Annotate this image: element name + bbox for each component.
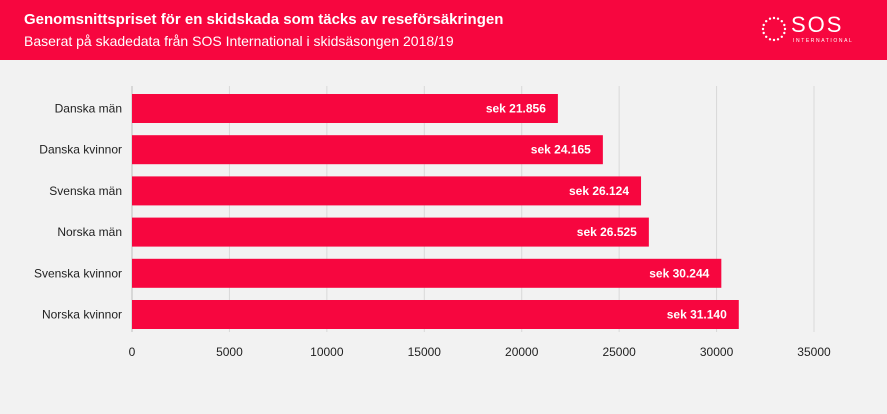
data-label: sek 31.140 <box>667 308 727 322</box>
bar-layer <box>132 94 739 329</box>
bar <box>132 135 603 165</box>
x-tick-label: 25000 <box>602 345 636 359</box>
bar <box>132 300 739 329</box>
data-label: sek 30.244 <box>649 266 709 280</box>
bar <box>132 258 722 288</box>
category-label: Norska män <box>57 225 122 239</box>
bar <box>132 94 558 123</box>
category-label: Svenska kvinnor <box>34 266 122 280</box>
grid-layer <box>131 86 815 332</box>
data-label: sek 24.165 <box>531 143 591 157</box>
x-tick-label: 20000 <box>505 345 539 359</box>
label-layer: 0 5000 10000 15000 20000 25000 30000 35000 Dansk… <box>34 102 831 360</box>
bar-chart: 0 5000 10000 15000 20000 25000 30000 35000 Dansk… <box>34 86 831 360</box>
x-tick-label: 30000 <box>700 345 734 359</box>
data-label: sek 26.525 <box>577 225 637 239</box>
chart-header: Genomsnittspriset för en skidskada som t… <box>0 0 887 60</box>
data-label: sek 21.856 <box>486 102 546 116</box>
x-tick-label: 5000 <box>216 345 243 359</box>
x-tick-label: 15000 <box>408 345 442 359</box>
bar <box>132 176 642 206</box>
chart-subtitle: Baserat på skadedata från SOS Internatio… <box>24 33 454 49</box>
bar <box>132 217 649 247</box>
category-label: Danska män <box>55 102 122 116</box>
logo-wordmark: SOS <box>791 12 844 37</box>
data-label: sek 26.124 <box>569 184 629 198</box>
x-tick-label: 35000 <box>797 345 831 359</box>
chart-title: Genomsnittspriset för en skidskada som t… <box>24 11 504 28</box>
x-tick-label: 0 <box>129 345 136 359</box>
sos-logo: SOS INTERNATIONAL <box>760 10 870 50</box>
category-label: Norska kvinnor <box>42 308 122 322</box>
logo-subtext: INTERNATIONAL <box>793 38 854 44</box>
category-label: Svenska män <box>49 184 122 198</box>
sos-logo-icon <box>761 16 787 42</box>
category-label: Danska kvinnor <box>39 143 122 157</box>
x-tick-label: 10000 <box>310 345 344 359</box>
